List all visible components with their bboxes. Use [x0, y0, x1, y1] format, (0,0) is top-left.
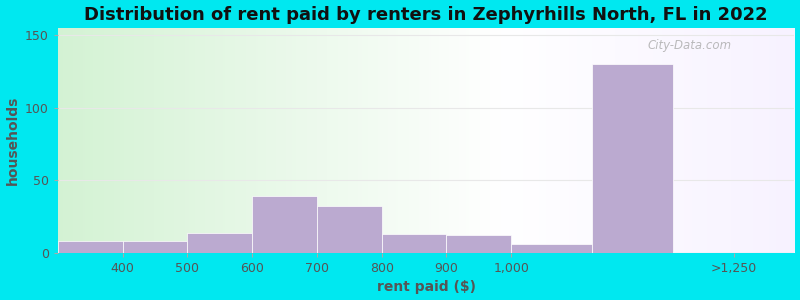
Bar — [382, 234, 446, 253]
Bar — [446, 236, 511, 253]
Bar — [187, 232, 252, 253]
X-axis label: rent paid ($): rent paid ($) — [377, 280, 476, 294]
Bar — [122, 241, 187, 253]
Bar — [317, 206, 382, 253]
Bar — [511, 244, 592, 253]
Text: City-Data.com: City-Data.com — [647, 39, 731, 52]
Bar — [252, 196, 317, 253]
Y-axis label: households: households — [6, 96, 19, 185]
Bar — [592, 64, 673, 253]
Bar — [58, 241, 122, 253]
Title: Distribution of rent paid by renters in Zephyrhills North, FL in 2022: Distribution of rent paid by renters in … — [85, 6, 768, 24]
